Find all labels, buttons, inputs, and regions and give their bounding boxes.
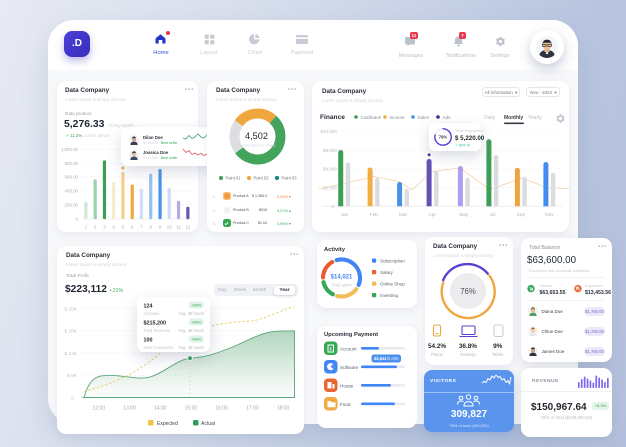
svg-text:Yearly: Yearly — [528, 115, 542, 121]
svg-text:Point 01: Point 01 — [226, 176, 242, 181]
svg-text:0: 0 — [331, 204, 334, 209]
svg-text:Desktop: Desktop — [460, 352, 476, 357]
svg-text:Account: Account — [340, 347, 357, 352]
svg-text:Ads: Ads — [443, 115, 452, 120]
svg-text:13:00: 13:00 — [123, 406, 136, 412]
svg-text:Point 03: Point 03 — [282, 176, 298, 181]
svg-text:79%: 79% — [439, 135, 448, 140]
svg-text:14:00: 14:00 — [154, 406, 167, 412]
svg-text:Daily: Daily — [484, 115, 496, 121]
svg-text:76%: 76% — [460, 287, 476, 296]
svg-text:Total Revenue: Total Revenue — [144, 328, 171, 333]
svg-text:12:00: 12:00 — [93, 406, 106, 412]
svg-text:Total spent: Total spent — [331, 283, 352, 288]
svg-text:Actual: Actual — [201, 421, 215, 427]
svg-text:Online Shop: Online Shop — [380, 281, 405, 286]
svg-text:Income: Income — [540, 283, 554, 288]
svg-text:+ 524 %: + 524 % — [455, 143, 470, 148]
svg-text:$ 18K: $ 18K — [64, 329, 77, 335]
svg-text:54.2%: 54.2% — [428, 343, 446, 350]
svg-text:Total Payments: Total Payments — [455, 128, 482, 133]
svg-text:Sales: Sales — [418, 115, 430, 120]
svg-text:4,502: 4,502 — [245, 131, 268, 141]
svg-text:Cashback: Cashback — [361, 115, 382, 120]
svg-text:Jul: Jul — [489, 212, 495, 218]
svg-text:18:00: 18:00 — [277, 406, 290, 412]
svg-text:Feb: Feb — [370, 212, 379, 218]
svg-text:Salary: Salary — [380, 270, 394, 275]
svg-text:Avg. 48 hours: Avg. 48 hours — [178, 328, 204, 333]
svg-text:$215,200: $215,200 — [144, 321, 166, 327]
svg-text:$ 25K: $ 25K — [64, 306, 77, 312]
svg-text:9%: 9% — [493, 343, 503, 350]
svg-text:$10.000: $10.000 — [320, 129, 337, 134]
svg-text:+80%: +80% — [191, 321, 201, 325]
svg-text:$4.000: $4.000 — [323, 167, 337, 172]
svg-text:$13,453.56: $13,453.56 — [585, 290, 611, 296]
svg-text:$ 5,220.00: $ 5,220.00 — [455, 135, 485, 142]
svg-text:36.8%: 36.8% — [459, 343, 477, 350]
svg-text:+80%: +80% — [191, 338, 201, 342]
svg-text:Investing: Investing — [380, 293, 399, 298]
svg-text:Phone: Phone — [431, 352, 444, 357]
svg-text:Lorem Ipsum is simply: Lorem Ipsum is simply — [240, 144, 276, 148]
svg-text:Point 02: Point 02 — [254, 176, 270, 181]
svg-text:15:00: 15:00 — [185, 406, 198, 412]
svg-text:$3,541/5,000: $3,541/5,000 — [374, 356, 399, 361]
svg-text:100: 100 — [144, 338, 153, 344]
svg-text:Income: Income — [390, 115, 406, 120]
svg-text:New Customers: New Customers — [144, 345, 174, 350]
svg-text:Nov: Nov — [545, 212, 554, 218]
svg-text:$: $ — [330, 347, 333, 352]
svg-text:$ 12K: $ 12K — [64, 351, 77, 357]
svg-text:$ 6K: $ 6K — [67, 373, 78, 379]
svg-text:124: 124 — [144, 304, 153, 310]
svg-text:$2.000: $2.000 — [323, 185, 337, 190]
svg-text:Jan: Jan — [341, 212, 349, 218]
svg-text:0: 0 — [71, 395, 74, 401]
svg-text:Monthly: Monthly — [504, 115, 523, 121]
svg-text:Apr: Apr — [429, 212, 437, 218]
svg-text:$6.000: $6.000 — [323, 148, 337, 153]
svg-text:May: May — [459, 212, 469, 218]
svg-text:$63,653.55: $63,653.55 — [540, 290, 566, 296]
svg-text:Expenses: Expenses — [585, 283, 603, 288]
svg-text:Subscription: Subscription — [380, 258, 405, 263]
svg-text:$14,021: $14,021 — [331, 275, 353, 281]
svg-text:17:00: 17:00 — [246, 406, 259, 412]
svg-text:Software: Software — [340, 365, 359, 370]
svg-text:+80%: +80% — [191, 304, 201, 308]
svg-text:16:00: 16:00 — [215, 406, 228, 412]
svg-text:Mar: Mar — [399, 212, 408, 218]
svg-text:Sep: Sep — [517, 212, 526, 218]
svg-text:Expected: Expected — [157, 421, 178, 427]
svg-text:Avg. 48 hours: Avg. 48 hours — [178, 345, 204, 350]
svg-text:Avg. 48 hours: Avg. 48 hours — [178, 311, 204, 316]
svg-text:Tablet: Tablet — [492, 352, 504, 357]
svg-text:Food: Food — [340, 402, 351, 407]
svg-text:House: House — [340, 384, 354, 389]
svg-text:Increase: Increase — [144, 311, 161, 316]
